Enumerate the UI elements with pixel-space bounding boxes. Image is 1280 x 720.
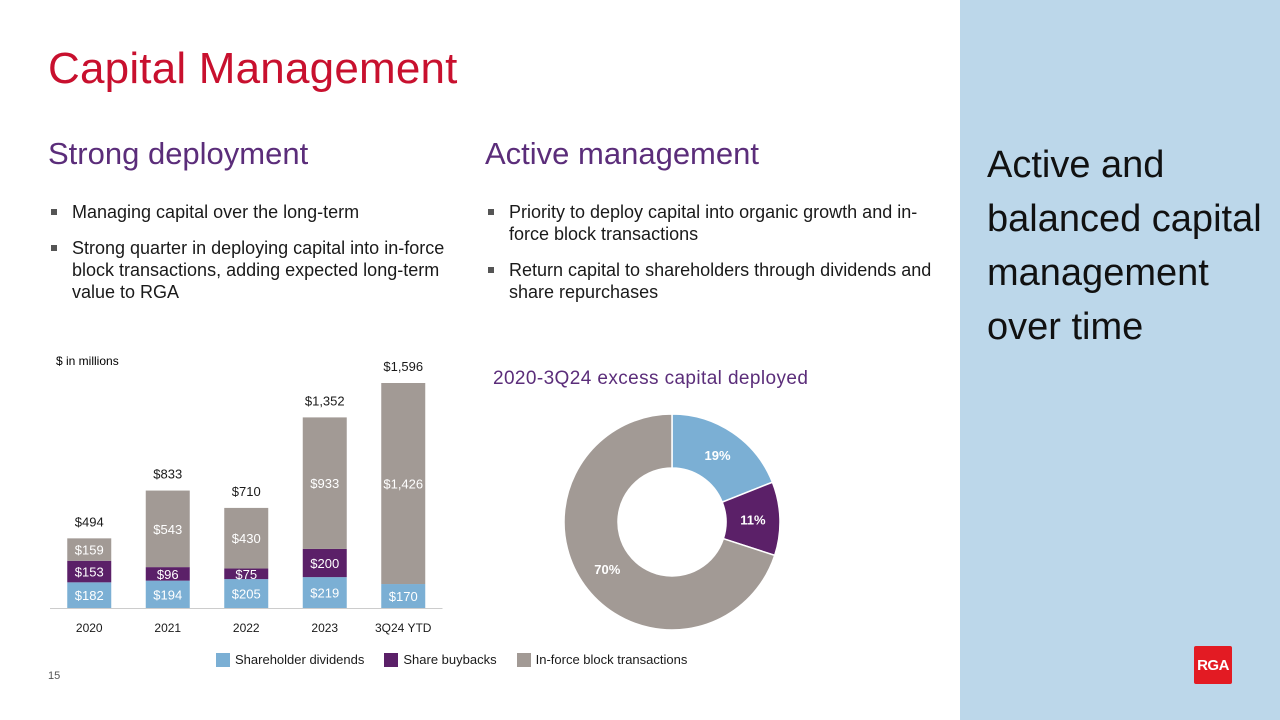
bullet-item: Managing capital over the long-term <box>48 201 453 223</box>
total-label: $833 <box>153 467 182 482</box>
data-label: $96 <box>157 567 179 582</box>
chart-units-note: $ in millions <box>56 354 119 368</box>
x-tick-label: 3Q24 YTD <box>375 621 432 635</box>
x-tick-label: 2022 <box>233 621 260 635</box>
legend-label: In-force block transactions <box>535 652 688 667</box>
bullet-square-icon <box>488 209 494 215</box>
bullet-item: Priority to deploy capital into organic … <box>485 201 935 245</box>
bar-segment-inforce <box>381 383 426 585</box>
x-tick-label: 2020 <box>76 621 103 635</box>
bullet-item: Return capital to shareholders through d… <box>485 259 935 303</box>
right-section-heading: Active management <box>485 136 759 171</box>
slide-title: Capital Management <box>48 44 458 93</box>
legend-swatch-buybacks <box>384 652 399 667</box>
data-label: $153 <box>75 565 104 580</box>
data-label: $205 <box>232 587 261 602</box>
bar-segment-inforce <box>145 490 190 568</box>
legend-label: Shareholder dividends <box>235 652 365 667</box>
legend-swatch-inforce <box>516 652 531 667</box>
left-section-heading: Strong deployment <box>48 136 309 171</box>
bar-segment-buybacks <box>224 568 269 580</box>
data-label: $430 <box>232 531 261 546</box>
donut-slice-label: 19% <box>705 448 731 463</box>
data-label: $933 <box>310 476 339 491</box>
legend-item-buybacks: Share buybacks <box>384 652 497 667</box>
data-label: $194 <box>153 587 182 602</box>
left-bullet-list: Managing capital over the long-term Stro… <box>48 201 453 317</box>
data-label: $219 <box>310 586 339 601</box>
donut-chart-title: 2020-3Q24 excess capital deployed <box>493 368 809 389</box>
chart-legend: Shareholder dividends Share buybacks In-… <box>216 652 707 667</box>
bar-segment-inforce <box>224 507 269 569</box>
rga-logo: RGA <box>1194 646 1232 684</box>
bar-segment-inforce <box>302 417 347 549</box>
data-label: $75 <box>235 567 257 582</box>
data-label: $543 <box>153 522 182 537</box>
right-bullet-list: Priority to deploy capital into organic … <box>485 201 935 317</box>
data-label: $170 <box>389 589 418 604</box>
data-label: $159 <box>75 543 104 558</box>
total-label: $710 <box>232 484 261 499</box>
bar-segment-dividends <box>145 580 190 608</box>
total-label: $494 <box>75 514 104 529</box>
x-tick-label: 2021 <box>154 621 181 635</box>
data-label: $182 <box>75 588 104 603</box>
bullet-square-icon <box>51 209 57 215</box>
bar-segment-buybacks <box>145 567 190 581</box>
donut-slice-inforce <box>563 413 776 631</box>
total-label: $1,596 <box>383 359 423 374</box>
legend-item-inforce: In-force block transactions <box>516 652 688 667</box>
data-label: $1,426 <box>383 477 423 492</box>
total-label: $1,352 <box>305 393 345 408</box>
bar-segment-dividends <box>224 579 269 608</box>
bar-segment-dividends <box>381 584 426 608</box>
bar-segment-inforce <box>67 538 112 561</box>
page-number: 15 <box>48 670 61 682</box>
bar-segment-buybacks <box>67 560 112 583</box>
bar-segment-buybacks <box>302 548 347 578</box>
bullet-square-icon <box>488 267 494 273</box>
bullet-text: Strong quarter in deploying capital into… <box>72 238 445 302</box>
donut-slice-label: 70% <box>594 562 620 577</box>
bar-segment-dividends <box>67 582 112 608</box>
stacked-bar-chart: $182 $153 $159 $494 2020 $194 $96 $543 $833 2021 $… <box>50 359 443 635</box>
legend-label: Share buybacks <box>403 652 497 667</box>
bullet-item: Strong quarter in deploying capital into… <box>48 237 453 303</box>
bullet-text: Return capital to shareholders through d… <box>509 260 932 302</box>
donut-slice-label: 11% <box>740 512 766 527</box>
donut-chart: 19% 11% 70% <box>563 413 781 631</box>
bar-segment-dividends <box>302 577 347 608</box>
data-label: $200 <box>310 556 339 571</box>
x-tick-label: 2023 <box>311 621 338 635</box>
bullet-square-icon <box>51 245 57 251</box>
bullet-text: Priority to deploy capital into organic … <box>509 202 918 244</box>
legend-item-dividends: Shareholder dividends <box>216 652 364 667</box>
legend-swatch-dividends <box>216 652 230 667</box>
bullet-text: Managing capital over the long-term <box>72 202 360 222</box>
side-panel-text: Active and balanced capital management o… <box>987 144 1262 348</box>
side-panel: Active and balanced capital management o… <box>960 0 1280 720</box>
